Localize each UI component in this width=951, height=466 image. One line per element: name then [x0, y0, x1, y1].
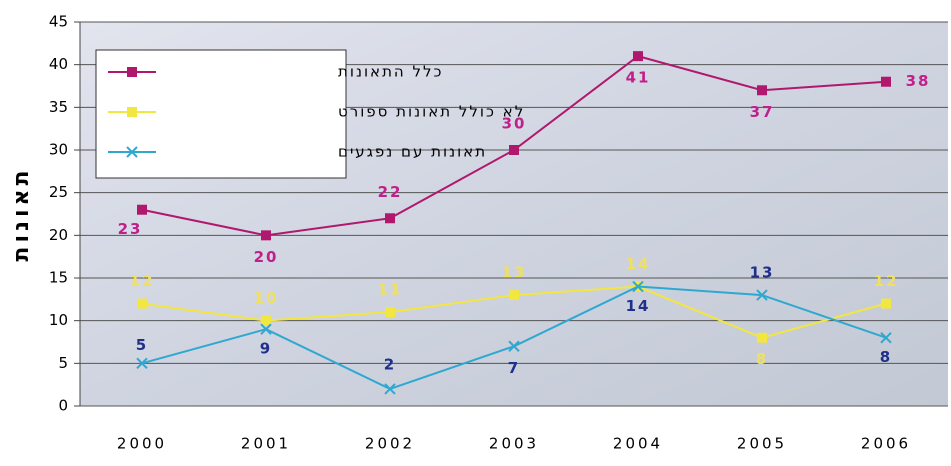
marker — [261, 315, 271, 326]
data-label: 10 — [254, 289, 279, 307]
legend-label: לא כולל תאונות ספורט — [338, 103, 525, 121]
y-tick-label: 10 — [49, 311, 68, 329]
marker — [137, 298, 147, 309]
data-label: 14 — [626, 255, 651, 273]
data-label: 20 — [254, 248, 279, 266]
marker — [127, 107, 137, 117]
marker — [126, 146, 138, 158]
marker — [385, 307, 395, 318]
x-tick-label: 2003 — [489, 435, 539, 453]
marker — [757, 85, 767, 96]
legend-label: כלל התאונות — [338, 63, 443, 81]
x-tick-label: 2000 — [117, 435, 167, 453]
y-tick-label: 40 — [49, 55, 68, 73]
y-tick-label: 25 — [49, 183, 68, 201]
data-label: 14 — [626, 297, 651, 315]
marker — [509, 290, 519, 301]
data-label: 13 — [750, 264, 775, 282]
data-label: 38 — [906, 72, 931, 90]
y-tick-label: 45 — [49, 13, 68, 31]
data-label: 11 — [378, 281, 403, 299]
marker — [881, 298, 891, 309]
data-label: 9 — [260, 340, 272, 358]
marker — [508, 340, 520, 352]
marker — [880, 332, 892, 344]
y-tick-label: 5 — [58, 354, 68, 372]
marker — [260, 323, 272, 335]
y-tick-label: 35 — [49, 98, 68, 116]
data-label: 5 — [136, 336, 148, 354]
data-label: 12 — [130, 272, 155, 290]
marker — [757, 332, 767, 343]
data-label: 7 — [508, 359, 520, 377]
marker — [632, 280, 644, 293]
data-label: 37 — [750, 103, 775, 121]
data-label: 30 — [502, 115, 527, 133]
x-tick-label: 2004 — [613, 435, 663, 453]
y-tick-label: 30 — [49, 141, 68, 159]
marker — [509, 145, 519, 155]
y-tick-label: 0 — [58, 397, 68, 415]
data-label: 8 — [756, 350, 768, 368]
legend-label: תאונות עם נפגעים — [338, 143, 487, 161]
data-label: 23 — [118, 220, 143, 238]
marker — [384, 383, 396, 395]
y-tick-label: 20 — [49, 226, 68, 244]
marker — [633, 51, 643, 62]
marker — [881, 76, 891, 87]
y-tick-label: 15 — [49, 269, 68, 287]
marker — [385, 213, 395, 224]
marker — [261, 230, 271, 241]
data-label: 13 — [502, 264, 527, 282]
data-label: 22 — [378, 183, 403, 201]
marker — [137, 204, 147, 215]
data-label: 2 — [384, 355, 396, 373]
marker — [756, 289, 768, 301]
data-label: 41 — [626, 69, 651, 87]
data-label: 12 — [874, 272, 899, 290]
x-tick-label: 2006 — [861, 435, 911, 453]
x-tick-label: 2002 — [365, 435, 415, 453]
x-tick-label: 2005 — [737, 435, 787, 453]
x-tick-label: 2001 — [241, 435, 291, 453]
y-axis-label: תאונות — [9, 166, 34, 261]
marker — [136, 357, 148, 370]
marker — [127, 67, 137, 77]
data-label: 8 — [880, 348, 892, 366]
